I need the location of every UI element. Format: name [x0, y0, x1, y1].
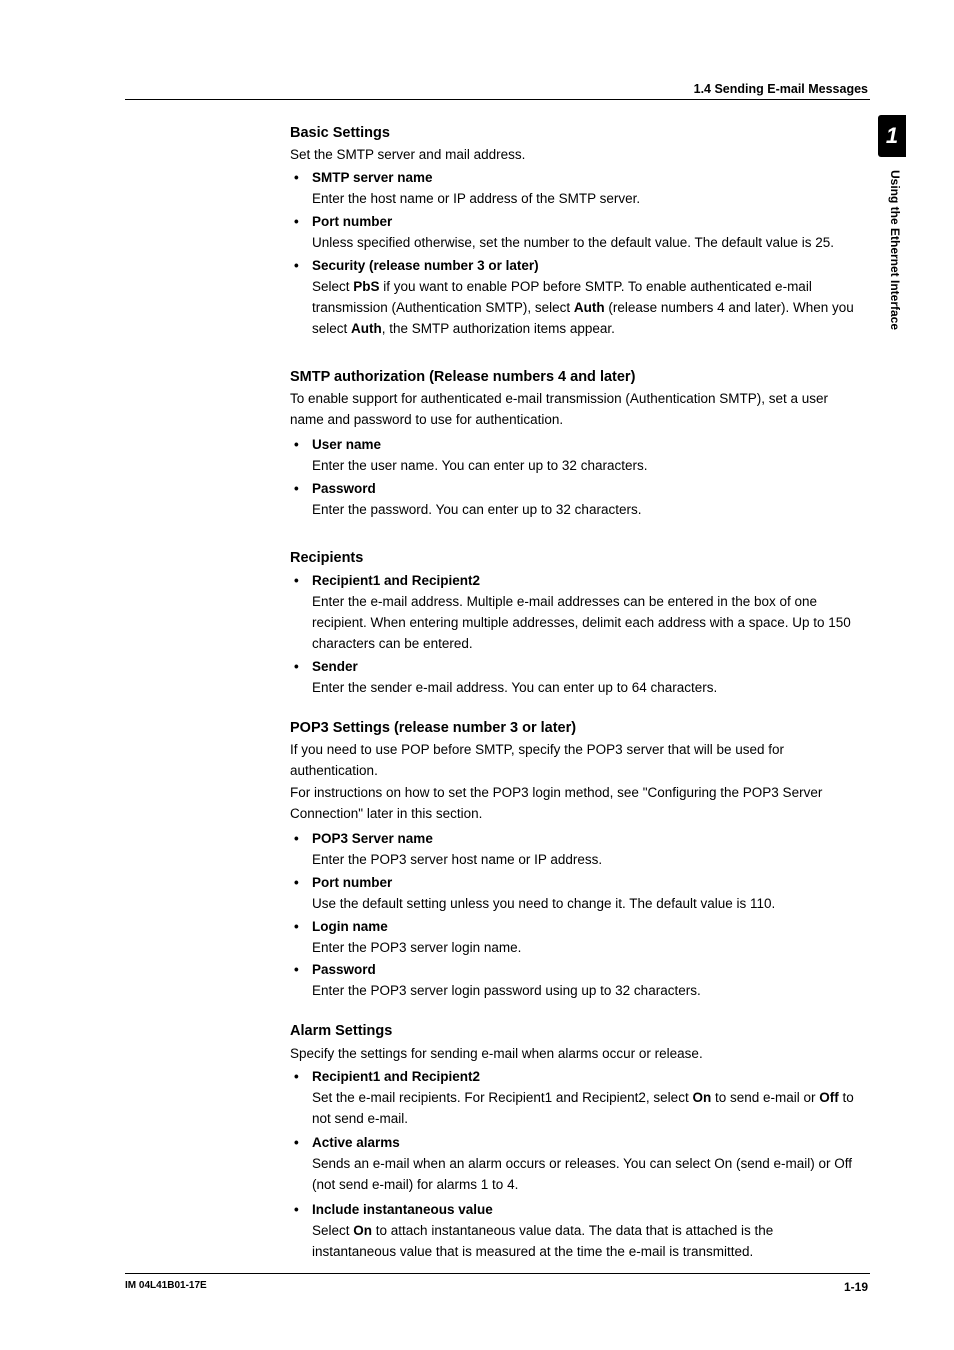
bullet-pop3server: • POP3 Server name — [290, 829, 855, 850]
bullet-head: Password — [312, 481, 376, 496]
t: Select — [312, 279, 353, 294]
t: Off — [819, 1090, 839, 1105]
bullet-pop3login: • Login name — [290, 917, 855, 938]
bullet-head: Login name — [312, 919, 388, 934]
t: to send e-mail or — [711, 1090, 819, 1105]
text: Enter the POP3 server login password usi… — [290, 981, 855, 1002]
text: Specify the settings for sending e-mail … — [290, 1044, 855, 1065]
bullet-head: Include instantaneous value — [312, 1202, 493, 1217]
t: Auth — [351, 321, 382, 336]
bullet-head: Recipient1 and Recipient2 — [312, 573, 480, 588]
text: Use the default setting unless you need … — [290, 894, 855, 915]
bullet-pop3port: • Port number — [290, 873, 855, 894]
bullet-mark: • — [294, 1067, 299, 1088]
bullet-user: • User name — [290, 435, 855, 456]
text: Enter the POP3 server login name. — [290, 938, 855, 959]
header-rule — [125, 99, 870, 100]
footer-rule — [125, 1273, 870, 1274]
bullet-security: • Security (release number 3 or later) — [290, 256, 855, 277]
bullet-mark: • — [294, 571, 299, 592]
text: Set the SMTP server and mail address. — [290, 145, 855, 166]
t: Set the e-mail recipients. For Recipient… — [312, 1090, 692, 1105]
bullet-active: • Active alarms — [290, 1133, 855, 1154]
bullet-mark: • — [294, 168, 299, 189]
footer-doc-id: IM 04L41B01-17E — [125, 1280, 207, 1291]
bullet-mark: • — [294, 1133, 299, 1154]
page: 1.4 Sending E-mail Messages 1 Using the … — [0, 0, 954, 1350]
bullet-head: Sender — [312, 659, 358, 674]
bullet-mark: • — [294, 917, 299, 938]
bullet-head: Active alarms — [312, 1135, 400, 1150]
bullet-mark: • — [294, 256, 299, 277]
bullet-sender: • Sender — [290, 657, 855, 678]
bullet-head: Recipient1 and Recipient2 — [312, 1069, 480, 1084]
bullet-port: • Port number — [290, 212, 855, 233]
bullet-head: SMTP server name — [312, 170, 433, 185]
t: Auth — [574, 300, 605, 315]
text: To enable support for authenticated e-ma… — [290, 389, 855, 431]
heading-recipients: Recipients — [290, 547, 855, 569]
text: Enter the e-mail address. Multiple e-mai… — [290, 592, 855, 655]
bullet-pass: • Password — [290, 479, 855, 500]
heading-basic: Basic Settings — [290, 122, 855, 144]
chapter-label: Using the Ethernet Interface — [884, 170, 902, 330]
text: Enter the password. You can enter up to … — [290, 500, 855, 521]
header-section: 1.4 Sending E-mail Messages — [694, 82, 868, 96]
heading-pop3: POP3 Settings (release number 3 or later… — [290, 717, 855, 739]
t: PbS — [353, 279, 379, 294]
text: For instructions on how to set the POP3 … — [290, 783, 855, 825]
t: Select — [312, 1223, 353, 1238]
bullet-head: Password — [312, 962, 376, 977]
bullet-head: User name — [312, 437, 381, 452]
bullet-pop3pass: • Password — [290, 960, 855, 981]
content: Basic Settings Set the SMTP server and m… — [290, 122, 855, 1263]
text: Enter the sender e-mail address. You can… — [290, 678, 855, 699]
bullet-head: Security (release number 3 or later) — [312, 258, 539, 273]
bullet-r12: • Recipient1 and Recipient2 — [290, 571, 855, 592]
text: Enter the POP3 server host name or IP ad… — [290, 850, 855, 871]
text: Select On to attach instantaneous value … — [290, 1221, 855, 1263]
bullet-smtp-name: • SMTP server name — [290, 168, 855, 189]
text: Enter the host name or IP address of the… — [290, 189, 855, 210]
t: On — [353, 1223, 372, 1238]
bullet-alarm-r12: • Recipient1 and Recipient2 — [290, 1067, 855, 1088]
bullet-head: Port number — [312, 214, 392, 229]
t: to attach instantaneous value data. The … — [312, 1223, 773, 1259]
bullet-head: Port number — [312, 875, 392, 890]
bullet-mark: • — [294, 1200, 299, 1221]
bullet-mark: • — [294, 212, 299, 233]
footer-page: 1-19 — [844, 1280, 868, 1294]
bullet-mark: • — [294, 435, 299, 456]
t: , the SMTP authorization items appear. — [382, 321, 615, 336]
text: If you need to use POP before SMTP, spec… — [290, 740, 855, 782]
text: Unless specified otherwise, set the numb… — [290, 233, 855, 254]
bullet-mark: • — [294, 873, 299, 894]
bullet-mark: • — [294, 829, 299, 850]
bullet-inst: • Include instantaneous value — [290, 1200, 855, 1221]
bullet-mark: • — [294, 479, 299, 500]
chapter-tab: 1 — [878, 115, 906, 157]
text: Select PbS if you want to enable POP bef… — [290, 277, 855, 340]
bullet-mark: • — [294, 960, 299, 981]
bullet-mark: • — [294, 657, 299, 678]
text: Enter the user name. You can enter up to… — [290, 456, 855, 477]
t: On — [692, 1090, 711, 1105]
text: Sends an e-mail when an alarm occurs or … — [290, 1154, 855, 1196]
heading-smtpauth: SMTP authorization (Release numbers 4 an… — [290, 366, 855, 388]
bullet-head: POP3 Server name — [312, 831, 433, 846]
heading-alarm: Alarm Settings — [290, 1020, 855, 1042]
text: Set the e-mail recipients. For Recipient… — [290, 1088, 855, 1130]
